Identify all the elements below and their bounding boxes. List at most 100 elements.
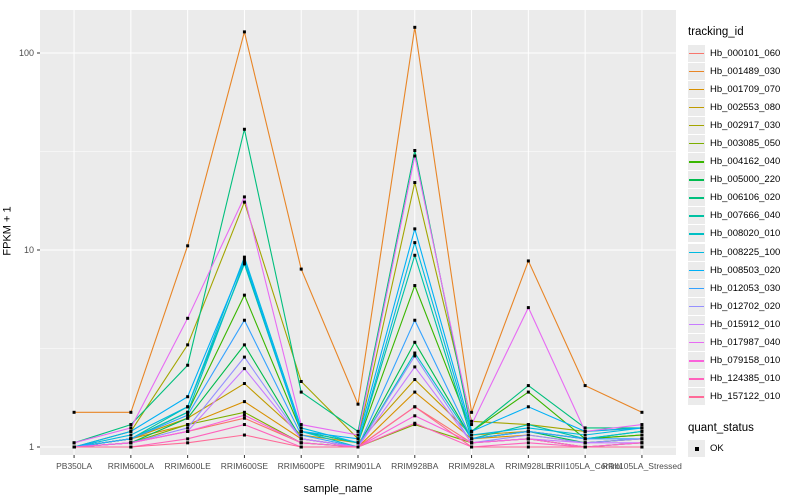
data-point <box>640 426 644 430</box>
legend-label: Hb_002553_080 <box>710 101 781 113</box>
data-point <box>242 410 246 414</box>
data-point <box>413 390 417 394</box>
data-point <box>470 437 474 441</box>
data-point <box>186 426 190 430</box>
legend-key-swatch <box>688 388 705 406</box>
data-point <box>242 318 246 322</box>
legend-key-line <box>689 70 704 73</box>
data-point <box>129 441 133 445</box>
data-point <box>129 423 133 427</box>
data-point <box>186 423 190 427</box>
data-point <box>242 195 246 199</box>
data-point <box>583 437 587 441</box>
data-point <box>242 400 246 404</box>
data-point <box>583 433 587 437</box>
data-point <box>186 343 190 347</box>
legend-title-tracking-id: tracking_id <box>688 26 744 38</box>
data-point <box>470 445 474 449</box>
data-point <box>186 441 190 445</box>
y-tick-label: 1 <box>29 442 34 452</box>
legend-title-quant-status: quant_status <box>688 421 754 434</box>
legend-key-swatch <box>688 297 705 315</box>
data-point <box>186 405 190 409</box>
data-point <box>583 426 587 430</box>
legend-item-Hb_012053_030: Hb_012053_030 <box>688 279 798 297</box>
x-tick-label-PB350LA: PB350LA <box>56 461 92 471</box>
legend-key-swatch <box>688 243 705 261</box>
legend-item-quant-OK: OK <box>688 440 798 458</box>
legend-panel-quant-status: quant_status OK <box>688 422 798 458</box>
data-point <box>242 262 246 266</box>
legend-key-line <box>689 287 704 290</box>
legend-item-Hb_002553_080: Hb_002553_080 <box>688 98 798 116</box>
data-point <box>299 445 303 449</box>
legend-item-Hb_000101_060: Hb_000101_060 <box>688 44 798 62</box>
legend-label: Hb_124385_010 <box>710 373 781 385</box>
data-point <box>640 441 644 445</box>
legend-item-Hb_079158_010: Hb_079158_010 <box>688 352 798 370</box>
legend-label: Hb_004162_040 <box>710 156 781 168</box>
data-point <box>356 445 360 449</box>
data-point <box>583 384 587 388</box>
data-point <box>526 384 530 388</box>
legend-label: Hb_005000_220 <box>710 174 781 186</box>
legend-key-swatch <box>688 261 705 279</box>
data-point <box>129 433 133 437</box>
data-point <box>72 410 76 414</box>
data-point <box>583 445 587 449</box>
data-point <box>356 441 360 445</box>
data-point <box>526 441 530 445</box>
data-point <box>129 429 133 433</box>
data-point <box>242 433 246 437</box>
data-point <box>299 433 303 437</box>
data-point <box>242 423 246 427</box>
data-point <box>186 410 190 414</box>
legend-item-Hb_017987_040: Hb_017987_040 <box>688 334 798 352</box>
data-point <box>413 154 417 158</box>
legend-key-swatch <box>688 279 705 297</box>
legend-label: Hb_015912_010 <box>710 318 781 330</box>
legend-key-swatch <box>688 225 705 243</box>
legend-label: Hb_002917_030 <box>710 119 781 131</box>
data-point <box>242 200 246 204</box>
y-tick-label: 10 <box>24 245 34 255</box>
data-point <box>356 437 360 441</box>
data-point <box>356 402 360 406</box>
legend-key-line <box>689 215 704 217</box>
legend-key-line <box>689 161 704 163</box>
data-point <box>186 416 190 420</box>
legend-label: Hb_001709_070 <box>710 83 781 95</box>
legend-key-line <box>689 305 704 308</box>
data-point <box>640 445 644 449</box>
data-point <box>242 343 246 347</box>
legend-label: Hb_001489_030 <box>710 65 781 77</box>
legend-item-Hb_124385_010: Hb_124385_010 <box>688 370 798 388</box>
data-point <box>413 354 417 358</box>
legend-key-swatch <box>688 98 705 116</box>
legend-item-Hb_008020_010: Hb_008020_010 <box>688 225 798 243</box>
data-point <box>470 429 474 433</box>
x-tick-label-RRIM928BA: RRIM928BA <box>391 461 439 471</box>
data-point <box>470 419 474 423</box>
data-point <box>242 416 246 420</box>
data-point <box>299 380 303 384</box>
data-point <box>186 437 190 441</box>
data-point <box>526 259 530 263</box>
data-point <box>413 421 417 425</box>
data-point <box>129 426 133 430</box>
data-point <box>72 441 76 445</box>
data-point <box>526 429 530 433</box>
data-point <box>413 318 417 322</box>
data-point <box>413 25 417 29</box>
legend-label: Hb_008225_100 <box>710 246 781 258</box>
legend-key-swatch <box>688 44 705 62</box>
data-point <box>640 410 644 414</box>
x-tick-label-RRIM600LA: RRIM600LA <box>108 461 155 471</box>
data-point <box>413 365 417 369</box>
data-point <box>583 429 587 433</box>
x-tick-label-RRIM600PE: RRIM600PE <box>278 461 326 471</box>
data-point <box>640 433 644 437</box>
legend-key-line <box>689 396 704 398</box>
data-point <box>413 253 417 257</box>
data-point <box>413 378 417 382</box>
